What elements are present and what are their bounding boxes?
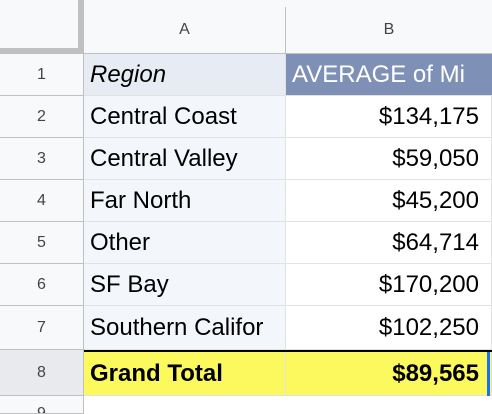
row-header-8[interactable]: 8 (0, 350, 84, 396)
row-header-2[interactable]: 2 (0, 96, 84, 138)
select-all-corner[interactable] (0, 0, 84, 54)
cell-average[interactable]: $134,175 (286, 96, 492, 138)
cell-region[interactable]: Central Coast (84, 96, 286, 138)
cell-region[interactable]: Other (84, 222, 286, 264)
row-header-4[interactable]: 4 (0, 180, 84, 222)
grand-total-label[interactable]: Grand Total (84, 352, 286, 396)
row-header-1[interactable]: 1 (0, 54, 84, 96)
cell-region[interactable]: Far North (84, 180, 286, 222)
column-header-a[interactable]: A (84, 7, 286, 54)
cell-region[interactable]: Southern Califor (84, 306, 286, 350)
row-9-cells[interactable] (84, 396, 492, 414)
cell-region[interactable]: SF Bay (84, 264, 286, 306)
row-header-6[interactable]: 6 (0, 264, 84, 306)
row-header-7[interactable]: 7 (0, 306, 84, 350)
row-header-9-label: 9 (37, 405, 46, 414)
selection-edge (487, 352, 490, 396)
pivot-header-average[interactable]: AVERAGE of Mi (286, 54, 492, 96)
cell-average[interactable]: $64,714 (286, 222, 492, 264)
cell-average[interactable]: $102,250 (286, 306, 492, 350)
grand-total-value[interactable]: $89,565 (286, 352, 492, 396)
row-header-3[interactable]: 3 (0, 138, 84, 180)
grand-total-border (84, 350, 492, 352)
cell-average[interactable]: $59,050 (286, 138, 492, 180)
pivot-header-region[interactable]: Region (84, 54, 286, 96)
cell-region[interactable]: Central Valley (84, 138, 286, 180)
cell-average[interactable]: $170,200 (286, 264, 492, 306)
row-header-9[interactable]: 9 (0, 396, 84, 414)
column-header-b[interactable]: B (286, 7, 492, 54)
cell-average[interactable]: $45,200 (286, 180, 492, 222)
row-header-5[interactable]: 5 (0, 222, 84, 264)
